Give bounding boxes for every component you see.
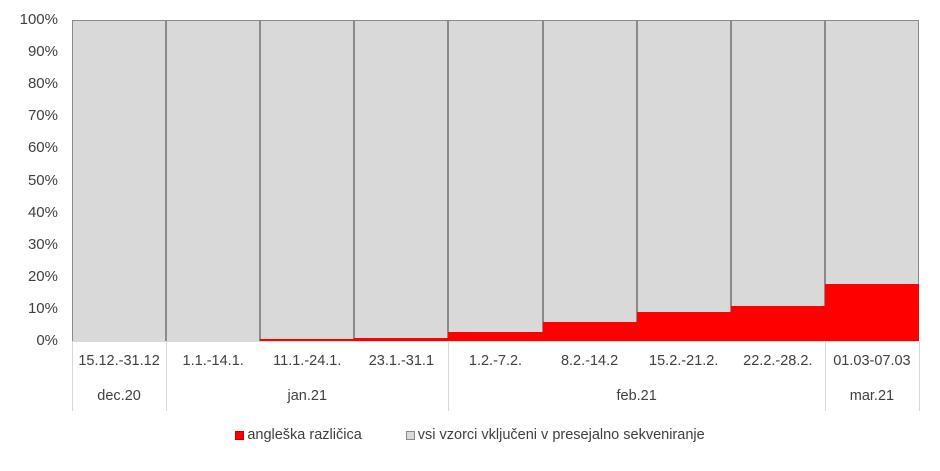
- bar: [260, 20, 355, 341]
- y-tick-label: 10%: [27, 299, 58, 317]
- plot-area: [72, 20, 919, 342]
- x-tick-label: 01.03-07.03: [833, 353, 911, 369]
- y-tick-label: 0%: [36, 332, 58, 349]
- bar-segment-british-variant: [542, 322, 637, 341]
- x-tick-label: 11.1.-24.1.: [273, 353, 342, 369]
- legend-label: vsi vzorci vključeni v presejalno sekven…: [417, 427, 705, 443]
- x-axis-separator: [72, 341, 73, 411]
- bar-segment-all-samples: [260, 20, 355, 341]
- bar-segment-all-samples: [542, 20, 637, 324]
- x-axis-line: [72, 341, 919, 342]
- x-tick-label: 23.1.-31.1: [368, 353, 435, 369]
- bar-segment-all-samples: [636, 20, 731, 314]
- legend-swatch-red-icon: [235, 430, 245, 440]
- bar: [542, 20, 637, 341]
- bar-segment-all-samples: [166, 20, 261, 342]
- bar-segment-all-samples: [354, 20, 449, 339]
- y-tick-label: 40%: [27, 203, 58, 221]
- bar-segment-british-variant: [448, 332, 543, 341]
- y-tick-label: 30%: [27, 235, 58, 253]
- y-tick-label: 90%: [27, 43, 58, 61]
- bar: [72, 20, 167, 342]
- bar-segment-british-variant: [730, 306, 825, 341]
- bar: [636, 20, 731, 341]
- x-tick-label: 8.2.-14.2: [560, 353, 619, 369]
- y-tick-label: 20%: [27, 267, 58, 285]
- x-axis-separator: [166, 341, 168, 411]
- bar-segment-british-variant: [636, 312, 731, 341]
- x-group-label: mar.21: [849, 388, 895, 404]
- bar-segment-british-variant: [260, 339, 355, 341]
- y-tick-label: 60%: [27, 139, 58, 157]
- x-tick-label: 1.2.-7.2.: [468, 353, 523, 369]
- x-group-label: jan.21: [287, 388, 328, 404]
- bar: [166, 20, 261, 342]
- x-tick-label: 15.2.-21.2.: [649, 353, 719, 369]
- bar-segment-british-variant: [824, 283, 919, 341]
- bar-segment-all-samples: [448, 20, 543, 333]
- bar: [730, 20, 825, 341]
- bar: [448, 20, 543, 341]
- y-tick-label: 80%: [27, 75, 58, 93]
- y-tick-label: 70%: [27, 107, 58, 125]
- x-group-label: dec.20: [97, 388, 141, 404]
- bar-segment-british-variant: [354, 337, 449, 341]
- bar: [354, 20, 449, 341]
- bar: [824, 20, 919, 341]
- x-tick-label: 1.1.-14.1.: [182, 353, 244, 369]
- legend: angleška različica vsi vzorci vključeni …: [0, 427, 940, 443]
- bar-segment-all-samples: [824, 20, 919, 285]
- bar-segment-all-samples: [730, 20, 825, 307]
- x-axis-separator: [824, 341, 826, 411]
- y-tick-label: 50%: [27, 171, 58, 189]
- y-tick-label: 100%: [19, 11, 58, 28]
- legend-label: angleška različica: [247, 427, 362, 443]
- x-axis-separator: [919, 341, 920, 411]
- x-tick-label: 22.2.-28.2.: [743, 353, 813, 369]
- bar-segment-all-samples: [72, 20, 167, 342]
- legend-swatch-gray-icon: [405, 430, 415, 440]
- legend-item-all-samples: vsi vzorci vključeni v presejalno sekven…: [405, 427, 705, 443]
- x-tick-label: 15.12.-31.12: [78, 353, 160, 369]
- x-axis-separator: [448, 341, 450, 411]
- legend-item-british-variant: angleška različica: [235, 427, 362, 443]
- x-group-label: feb.21: [616, 388, 657, 404]
